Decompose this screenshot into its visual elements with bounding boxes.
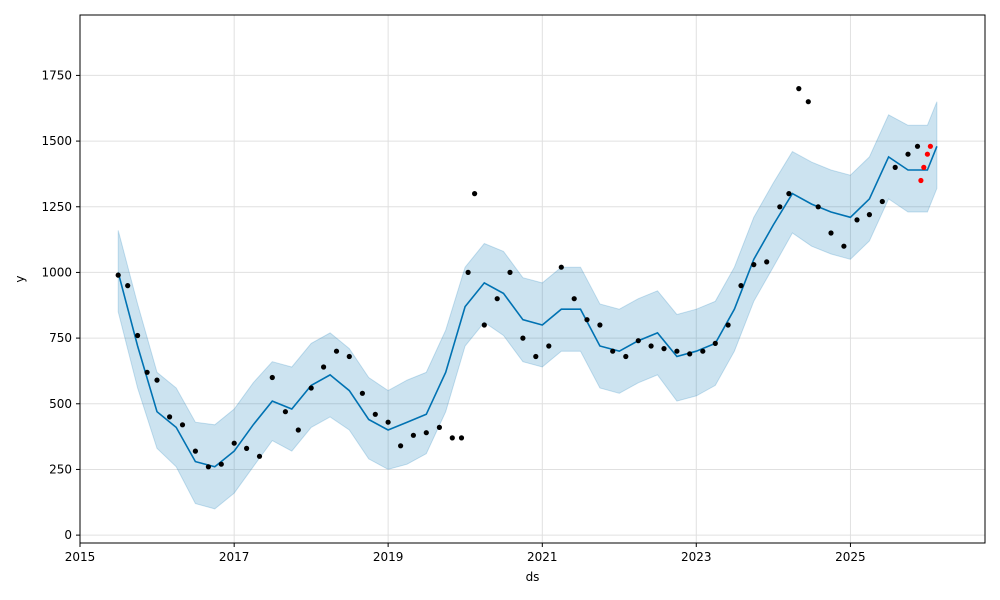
- observed-point: [436, 424, 442, 430]
- observed-point: [786, 191, 792, 197]
- observed-point: [674, 348, 680, 354]
- observed-point: [385, 419, 391, 425]
- observed-point: [321, 364, 327, 370]
- observed-point: [914, 143, 921, 149]
- observed-point: [481, 322, 487, 328]
- recent-point: [918, 177, 924, 184]
- x-tick-label: 2015: [65, 550, 96, 564]
- observed-point: [796, 86, 802, 92]
- observed-point: [623, 353, 629, 360]
- recent-point: [927, 143, 934, 149]
- observed-point: [308, 385, 314, 391]
- y-tick-label: 1250: [41, 200, 72, 214]
- observed-point: [346, 353, 352, 360]
- recent-points: [918, 143, 934, 184]
- observed-point: [751, 262, 757, 268]
- observed-point: [410, 432, 416, 438]
- forecast-line: [117, 146, 938, 468]
- observed-point: [584, 317, 590, 323]
- recent-point: [924, 151, 931, 157]
- observed-point: [805, 99, 811, 105]
- y-tick-label: 250: [49, 462, 72, 476]
- observed-point: [597, 322, 603, 328]
- observed-point: [558, 264, 564, 270]
- observed-point: [231, 440, 237, 446]
- y-tick-label: 500: [49, 397, 72, 411]
- observed-point: [179, 422, 186, 428]
- observed-point: [854, 217, 860, 223]
- x-axis-ticks: 2015 2017 2019 2021 2023 2025: [65, 543, 866, 564]
- observed-point: [866, 212, 873, 218]
- observed-point: [533, 353, 539, 360]
- observed-point: [841, 243, 847, 249]
- observed-points: [115, 86, 921, 470]
- x-tick-label: 2017: [219, 550, 250, 564]
- observed-point: [546, 343, 552, 349]
- x-tick-label: 2019: [373, 550, 404, 564]
- observed-point: [494, 296, 500, 302]
- y-tick-label: 1500: [41, 134, 72, 148]
- y-tick-label: 1750: [41, 68, 72, 82]
- observed-point: [465, 269, 471, 275]
- observed-point: [725, 322, 731, 328]
- observed-point: [828, 230, 834, 236]
- observed-point: [282, 409, 288, 415]
- observed-point: [648, 343, 654, 349]
- observed-point: [777, 204, 783, 210]
- observed-point: [879, 198, 885, 205]
- observed-point: [700, 348, 706, 354]
- observed-point: [472, 191, 478, 197]
- observed-point: [571, 296, 577, 302]
- observed-point: [738, 283, 744, 289]
- observed-point: [125, 283, 131, 289]
- observed-point: [295, 427, 301, 433]
- observed-point: [144, 369, 150, 375]
- observed-point: [218, 461, 224, 467]
- y-tick-label: 0: [64, 528, 72, 542]
- observed-point: [154, 377, 160, 383]
- observed-point: [423, 430, 429, 436]
- observed-point: [635, 338, 641, 344]
- observed-point: [507, 269, 513, 275]
- observed-point: [712, 340, 718, 346]
- recent-point: [921, 164, 927, 170]
- observed-point: [372, 411, 378, 417]
- y-tick-label: 1000: [41, 265, 72, 279]
- observed-point: [167, 414, 173, 420]
- observed-point: [359, 390, 365, 396]
- x-tick-label: 2023: [681, 550, 712, 564]
- y-tick-label: 750: [49, 331, 72, 345]
- observed-point: [333, 348, 340, 354]
- observed-point: [687, 351, 693, 357]
- uncertainty-band: [117, 101, 938, 510]
- y-axis-ticks: 0 250 500 750 1000 1250 1500 1750: [41, 68, 80, 542]
- grid: [79, 15, 985, 543]
- y-axis-label: y: [13, 275, 27, 282]
- observed-point: [610, 348, 616, 354]
- x-tick-label: 2021: [527, 550, 558, 564]
- observed-point: [398, 443, 404, 449]
- observed-point: [892, 164, 898, 170]
- x-tick-label: 2025: [835, 550, 866, 564]
- observed-point: [520, 335, 526, 341]
- observed-point: [815, 204, 821, 210]
- observed-point: [205, 464, 211, 470]
- observed-point: [449, 435, 455, 441]
- observed-point: [764, 259, 770, 265]
- observed-point: [458, 435, 465, 441]
- observed-point: [661, 346, 667, 352]
- observed-point: [135, 332, 141, 339]
- observed-point: [192, 448, 198, 454]
- observed-point: [905, 151, 911, 157]
- observed-point: [269, 374, 275, 381]
- x-axis-label: ds: [526, 570, 540, 584]
- observed-point: [244, 445, 250, 451]
- observed-point: [256, 453, 263, 459]
- observed-point: [115, 272, 121, 278]
- plot-frame: [79, 14, 986, 544]
